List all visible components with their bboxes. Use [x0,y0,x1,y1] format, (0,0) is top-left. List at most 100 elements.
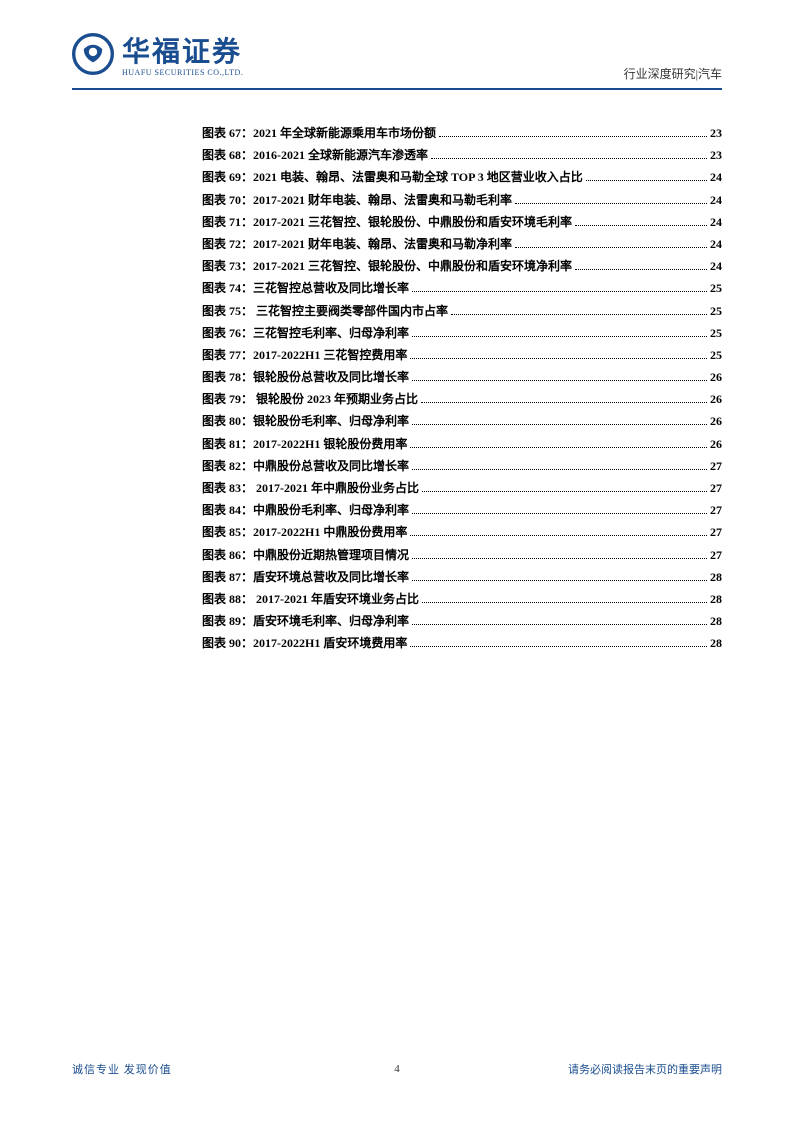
toc-entry: 图表 81：2017-2022H1 银轮股份费用率 26 [202,433,722,455]
toc-entry-page: 28 [710,632,722,654]
toc-leader-dots [421,402,707,403]
toc-entry-label: 图表 68：2016-2021 全球新能源汽车渗透率 [202,144,428,166]
toc-entry: 图表 88： 2017-2021 年盾安环境业务占比 28 [202,588,722,610]
toc-entry-label: 图表 77：2017-2022H1 三花智控费用率 [202,344,407,366]
toc-leader-dots [575,269,707,270]
toc-entry-label: 图表 81：2017-2022H1 银轮股份费用率 [202,433,407,455]
toc-entry: 图表 69：2021 电装、翰昂、法雷奥和马勒全球 TOP 3 地区营业收入占比… [202,166,722,188]
toc-entry-page: 27 [710,544,722,566]
toc-entry-label: 图表 84：中鼎股份毛利率、归母净利率 [202,499,409,521]
toc-leader-dots [439,136,707,137]
toc-entry: 图表 70：2017-2021 财年电装、翰昂、法雷奥和马勒毛利率 24 [202,189,722,211]
toc-entry-label: 图表 83： 2017-2021 年中鼎股份业务占比 [202,477,419,499]
toc-entry-page: 25 [710,322,722,344]
page-number: 4 [394,1063,400,1075]
logo-text-block: 华福证券 HUAFU SECURITIES CO.,LTD. [122,30,243,77]
toc-leader-dots [412,291,707,292]
toc-entry-page: 24 [710,166,722,188]
toc-leader-dots [412,424,707,425]
toc-entry-page: 28 [710,566,722,588]
toc-leader-dots [410,646,707,647]
toc-entry-label: 图表 78：银轮股份总营收及同比增长率 [202,366,409,388]
toc-entry-label: 图表 79： 银轮股份 2023 年预期业务占比 [202,388,418,410]
toc-entry: 图表 73：2017-2021 三花智控、银轮股份、中鼎股份和盾安环境净利率 2… [202,255,722,277]
toc-entry-label: 图表 70：2017-2021 财年电装、翰昂、法雷奥和马勒毛利率 [202,189,512,211]
toc-entry-label: 图表 80：银轮股份毛利率、归母净利率 [202,410,409,432]
toc-entry-page: 23 [710,144,722,166]
toc-entry-page: 24 [710,233,722,255]
toc-entry-page: 27 [710,521,722,543]
toc-leader-dots [410,535,707,536]
toc-entry-label: 图表 86：中鼎股份近期热管理项目情况 [202,544,409,566]
toc-entry-page: 25 [710,300,722,322]
toc-entry-page: 26 [710,388,722,410]
toc-entry-page: 24 [710,255,722,277]
toc-entry-label: 图表 69：2021 电装、翰昂、法雷奥和马勒全球 TOP 3 地区营业收入占比 [202,166,583,188]
toc-entry: 图表 76：三花智控毛利率、归母净利率 25 [202,322,722,344]
toc-entry: 图表 68：2016-2021 全球新能源汽车渗透率 23 [202,144,722,166]
toc-entry-page: 27 [710,455,722,477]
toc-entry-label: 图表 72：2017-2021 财年电装、翰昂、法雷奥和马勒净利率 [202,233,512,255]
toc-entry-page: 26 [710,410,722,432]
logo-text-cn: 华福证券 [122,30,243,70]
toc-entry-page: 25 [710,344,722,366]
toc-entry-page: 26 [710,366,722,388]
toc-leader-dots [412,336,707,337]
footer-disclaimer: 请务必阅读报告末页的重要声明 [568,1061,722,1077]
toc-entry: 图表 83： 2017-2021 年中鼎股份业务占比 27 [202,477,722,499]
toc-entry: 图表 90：2017-2022H1 盾安环境费用率 28 [202,632,722,654]
toc-entry-page: 28 [710,610,722,632]
toc-leader-dots [412,513,707,514]
toc-entry-label: 图表 73：2017-2021 三花智控、银轮股份、中鼎股份和盾安环境净利率 [202,255,572,277]
toc-leader-dots [431,158,707,159]
toc-entry-label: 图表 89：盾安环境毛利率、归母净利率 [202,610,409,632]
toc-leader-dots [451,314,707,315]
toc-entry: 图表 79： 银轮股份 2023 年预期业务占比 26 [202,388,722,410]
toc-entry: 图表 67：2021 年全球新能源乘用车市场份额 23 [202,122,722,144]
toc-leader-dots [422,491,707,492]
toc-leader-dots [410,447,707,448]
toc-leader-dots [412,558,707,559]
toc-leader-dots [412,624,707,625]
toc-entry-label: 图表 88： 2017-2021 年盾安环境业务占比 [202,588,419,610]
toc-entry-page: 26 [710,433,722,455]
toc-entry: 图表 89：盾安环境毛利率、归母净利率 28 [202,610,722,632]
toc-entry: 图表 80：银轮股份毛利率、归母净利率 26 [202,410,722,432]
toc-entry-page: 27 [710,499,722,521]
toc-entry-page: 24 [710,211,722,233]
toc-entry-label: 图表 67：2021 年全球新能源乘用车市场份额 [202,122,436,144]
toc-entry-label: 图表 76：三花智控毛利率、归母净利率 [202,322,409,344]
toc-entry: 图表 71：2017-2021 三花智控、银轮股份、中鼎股份和盾安环境毛利率 2… [202,211,722,233]
logo-text-en: HUAFU SECURITIES CO.,LTD. [122,68,243,77]
toc-leader-dots [515,247,707,248]
toc-leader-dots [586,180,707,181]
toc-entry-label: 图表 75： 三花智控主要阀类零部件国内市占率 [202,300,448,322]
header-category: 行业深度研究|汽车 [624,65,722,82]
toc-entry-page: 28 [710,588,722,610]
page-header: 华福证券 HUAFU SECURITIES CO.,LTD. 行业深度研究|汽车 [72,30,722,90]
toc-entry-page: 23 [710,122,722,144]
toc-entry-page: 25 [710,277,722,299]
footer-slogan: 诚信专业 发现价值 [72,1061,172,1077]
toc-entry: 图表 87：盾安环境总营收及同比增长率 28 [202,566,722,588]
toc-leader-dots [412,580,707,581]
toc-leader-dots [412,469,707,470]
table-of-figures: 图表 67：2021 年全球新能源乘用车市场份额 23图表 68：2016-20… [202,122,722,655]
toc-leader-dots [422,602,707,603]
toc-entry-label: 图表 82：中鼎股份总营收及同比增长率 [202,455,409,477]
toc-entry: 图表 77：2017-2022H1 三花智控费用率 25 [202,344,722,366]
toc-entry: 图表 74：三花智控总营收及同比增长率 25 [202,277,722,299]
toc-entry: 图表 75： 三花智控主要阀类零部件国内市占率 25 [202,300,722,322]
toc-entry: 图表 82：中鼎股份总营收及同比增长率 27 [202,455,722,477]
toc-entry: 图表 78：银轮股份总营收及同比增长率 26 [202,366,722,388]
toc-entry: 图表 86：中鼎股份近期热管理项目情况 27 [202,544,722,566]
toc-leader-dots [410,358,707,359]
toc-entry-page: 24 [710,189,722,211]
toc-entry: 图表 84：中鼎股份毛利率、归母净利率 27 [202,499,722,521]
toc-entry-page: 27 [710,477,722,499]
toc-entry: 图表 85：2017-2022H1 中鼎股份费用率 27 [202,521,722,543]
toc-entry: 图表 72：2017-2021 财年电装、翰昂、法雷奥和马勒净利率 24 [202,233,722,255]
company-logo-icon [72,33,114,75]
toc-entry-label: 图表 74：三花智控总营收及同比增长率 [202,277,409,299]
toc-entry-label: 图表 87：盾安环境总营收及同比增长率 [202,566,409,588]
